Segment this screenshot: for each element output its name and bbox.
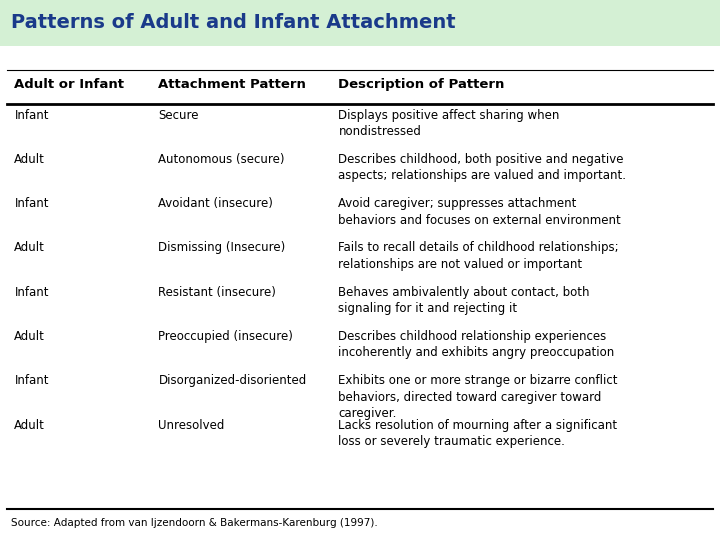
Text: Describes childhood, both positive and negative
aspects; relationships are value: Describes childhood, both positive and n… [338,153,626,183]
Text: Avoidant (insecure): Avoidant (insecure) [158,197,274,210]
Text: Preoccupied (insecure): Preoccupied (insecure) [158,330,293,343]
FancyBboxPatch shape [0,0,720,46]
Text: Secure: Secure [158,109,199,122]
Text: Unresolved: Unresolved [158,418,225,431]
Text: Avoid caregiver; suppresses attachment
behaviors and focuses on external environ: Avoid caregiver; suppresses attachment b… [338,197,621,227]
Text: Adult: Adult [14,153,45,166]
Text: Patterns of Adult and Infant Attachment: Patterns of Adult and Infant Attachment [11,14,456,32]
Text: Displays positive affect sharing when
nondistressed: Displays positive affect sharing when no… [338,109,559,138]
Text: Adult: Adult [14,241,45,254]
Text: Infant: Infant [14,197,49,210]
Text: Behaves ambivalently about contact, both
signaling for it and rejecting it: Behaves ambivalently about contact, both… [338,286,590,315]
Text: Source: Adapted from van Ijzendoorn & Bakermans-Karenburg (1997).: Source: Adapted from van Ijzendoorn & Ba… [11,518,377,529]
Text: Resistant (insecure): Resistant (insecure) [158,286,276,299]
Text: Description of Pattern: Description of Pattern [338,78,505,91]
Text: Adult: Adult [14,330,45,343]
Text: Adult: Adult [14,418,45,431]
Text: Adult or Infant: Adult or Infant [14,78,125,91]
Text: Describes childhood relationship experiences
incoherently and exhibits angry pre: Describes childhood relationship experie… [338,330,615,360]
Text: Disorganized-disoriented: Disorganized-disoriented [158,374,307,387]
Text: Dismissing (Insecure): Dismissing (Insecure) [158,241,286,254]
Text: Attachment Pattern: Attachment Pattern [158,78,306,91]
Text: Lacks resolution of mourning after a significant
loss or severely traumatic expe: Lacks resolution of mourning after a sig… [338,418,618,448]
Text: Infant: Infant [14,109,49,122]
Text: Exhibits one or more strange or bizarre conflict
behaviors, directed toward care: Exhibits one or more strange or bizarre … [338,374,618,420]
Text: Autonomous (secure): Autonomous (secure) [158,153,285,166]
Text: Infant: Infant [14,374,49,387]
Text: Infant: Infant [14,286,49,299]
Text: Fails to recall details of childhood relationships;
relationships are not valued: Fails to recall details of childhood rel… [338,241,619,271]
